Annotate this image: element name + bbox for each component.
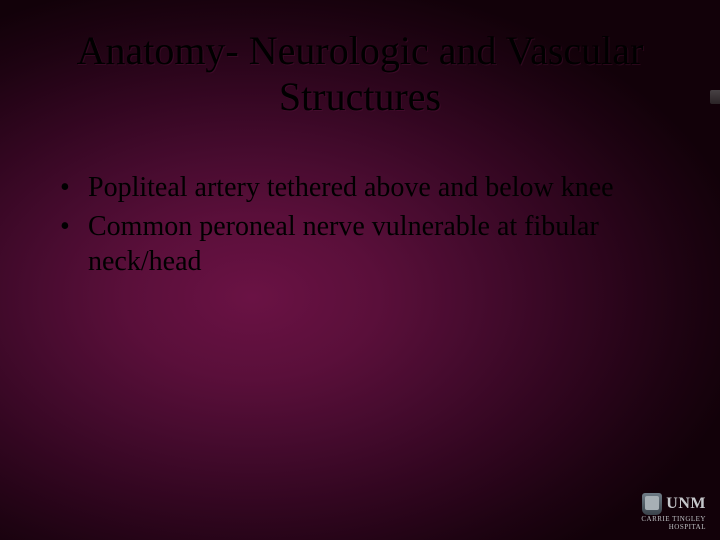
- slide-body: • Popliteal artery tethered above and be…: [54, 170, 666, 283]
- logo-top-row: UNM: [642, 493, 706, 515]
- slide-edge-decor: [710, 90, 720, 104]
- logo-primary-text: UNM: [666, 495, 706, 513]
- bullet-item: • Common peroneal nerve vulnerable at fi…: [54, 209, 666, 279]
- shield-icon: [642, 493, 662, 515]
- footer-logo: UNM CARRIE TINGLEY HOSPITAL: [596, 486, 706, 532]
- slide: Anatomy- Neurologic and Vascular Structu…: [0, 0, 720, 540]
- bullet-marker-icon: •: [54, 170, 88, 205]
- bullet-text: Common peroneal nerve vulnerable at fibu…: [88, 209, 666, 279]
- bullet-marker-icon: •: [54, 209, 88, 244]
- logo-secondary-line2: HOSPITAL: [669, 524, 706, 532]
- bullet-item: • Popliteal artery tethered above and be…: [54, 170, 666, 205]
- bullet-text: Popliteal artery tethered above and belo…: [88, 170, 666, 205]
- slide-title: Anatomy- Neurologic and Vascular Structu…: [0, 28, 720, 120]
- logo-secondary-line1: CARRIE TINGLEY: [641, 516, 706, 524]
